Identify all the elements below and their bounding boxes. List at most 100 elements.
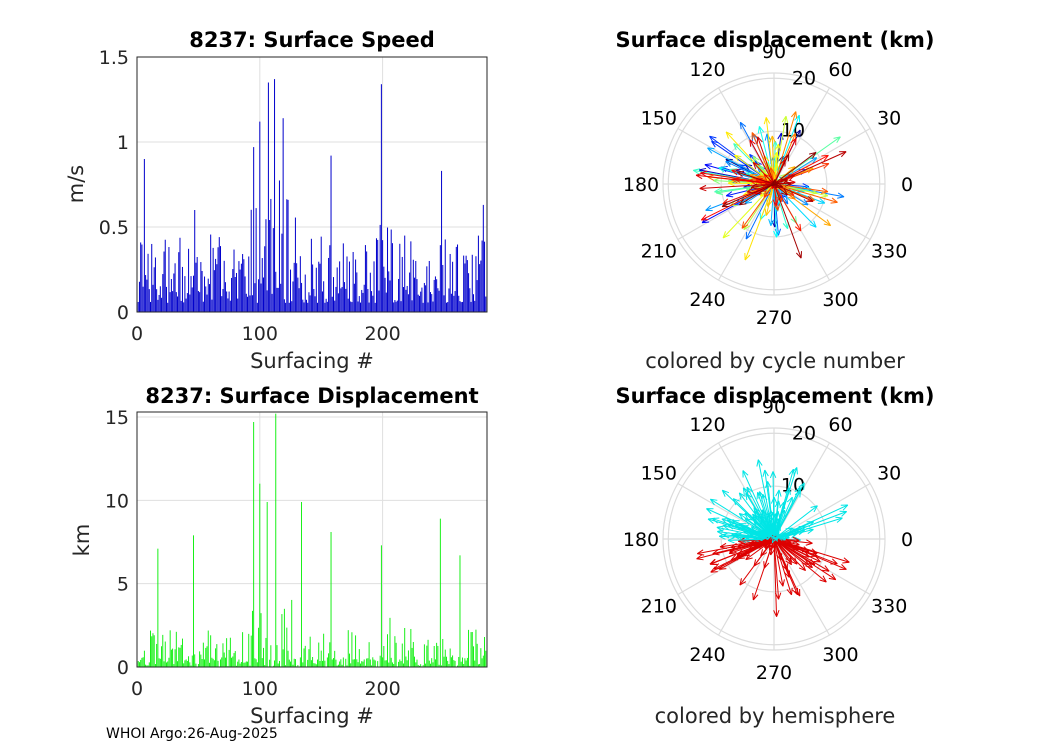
- arrow-head: [788, 197, 796, 200]
- angle-label: 120: [689, 414, 725, 436]
- bar: [151, 636, 153, 667]
- bar: [169, 630, 171, 667]
- arrow: [695, 174, 775, 185]
- bar: [335, 286, 337, 312]
- bar: [223, 652, 225, 667]
- arrow-head: [807, 529, 814, 535]
- bar: [209, 662, 210, 667]
- arrow-head: [736, 551, 742, 557]
- bar: [458, 656, 460, 667]
- bar: [399, 243, 401, 312]
- bar: [473, 646, 474, 667]
- bar: [313, 663, 315, 667]
- bar: [276, 287, 278, 312]
- bar: [312, 264, 314, 312]
- arrow-head: [744, 530, 752, 533]
- bar: [465, 255, 467, 312]
- bar: [217, 660, 219, 667]
- bar: [215, 258, 217, 312]
- arrow: [773, 538, 780, 600]
- arrow-head: [722, 532, 730, 536]
- bar: [190, 276, 192, 312]
- arrow-head: [710, 559, 716, 565]
- y-tick-label: 1.5: [99, 47, 129, 69]
- bar: [366, 251, 368, 312]
- angle-label: 300: [822, 644, 858, 666]
- bar: [360, 663, 361, 667]
- bar: [355, 259, 357, 312]
- bar: [356, 272, 358, 312]
- bar: [146, 279, 148, 312]
- arrow-head: [842, 504, 849, 511]
- arrow-head: [788, 179, 796, 183]
- bar: [266, 290, 268, 312]
- arrow: [773, 115, 800, 185]
- bar: [430, 292, 432, 312]
- bar: [189, 662, 191, 667]
- arrow-head: [696, 558, 704, 561]
- arrow: [749, 139, 775, 185]
- arrow-head: [773, 496, 778, 504]
- bar: [434, 659, 436, 667]
- bar: [407, 294, 409, 312]
- arrow-head: [841, 511, 847, 517]
- arrow-head: [764, 208, 767, 216]
- arrow-head: [765, 117, 771, 124]
- arrow-head: [734, 154, 742, 158]
- bar: [428, 260, 430, 312]
- bar: [411, 300, 413, 312]
- bar: [345, 288, 347, 312]
- angle-label: 120: [689, 59, 725, 81]
- arrow-head: [751, 186, 759, 190]
- bar: [274, 79, 276, 312]
- bar: [216, 644, 218, 667]
- arrow: [773, 482, 805, 540]
- arrow-head: [766, 199, 769, 207]
- bar: [315, 664, 317, 667]
- arrow-head: [813, 220, 817, 228]
- arrow-head: [820, 195, 828, 198]
- x-tick-label: 100: [242, 323, 278, 345]
- bar: [168, 247, 170, 312]
- bar: [394, 636, 396, 667]
- bar: [341, 664, 343, 667]
- arrow-head: [707, 518, 714, 524]
- arrow-head: [786, 496, 793, 503]
- arrow-head: [731, 169, 738, 176]
- arrow-head: [753, 161, 760, 166]
- arrow: [712, 518, 775, 540]
- bar: [330, 155, 332, 312]
- surface-displacement-chart: 8237: Surface Displacement Surfacing # k…: [70, 384, 488, 728]
- arrow: [752, 162, 775, 185]
- bar: [403, 663, 404, 667]
- bar: [374, 660, 376, 667]
- arrow-head: [751, 526, 759, 528]
- arrow-head: [717, 529, 725, 533]
- bar: [351, 632, 353, 667]
- bar: [294, 659, 296, 667]
- bar: [430, 663, 431, 667]
- speed-ylabel: m/s: [64, 165, 88, 203]
- arrow-head: [709, 498, 715, 506]
- bar: [448, 664, 450, 667]
- bar: [210, 234, 212, 312]
- bar: [276, 645, 278, 667]
- bar: [464, 658, 466, 667]
- arrow-head: [722, 231, 727, 239]
- bar: [154, 664, 156, 667]
- bar: [485, 296, 487, 312]
- bar: [141, 244, 143, 312]
- arrow-head: [836, 136, 841, 144]
- arrow-head: [801, 203, 809, 206]
- arrow-head: [790, 111, 797, 118]
- bar: [137, 301, 139, 312]
- bar: [292, 281, 294, 312]
- arrow-head: [710, 566, 716, 573]
- bar: [286, 199, 288, 312]
- bar: [206, 294, 208, 312]
- bar: [202, 642, 204, 667]
- arrow-head: [736, 549, 743, 556]
- bar: [310, 660, 312, 667]
- bar: [470, 301, 472, 312]
- arrow: [773, 538, 806, 571]
